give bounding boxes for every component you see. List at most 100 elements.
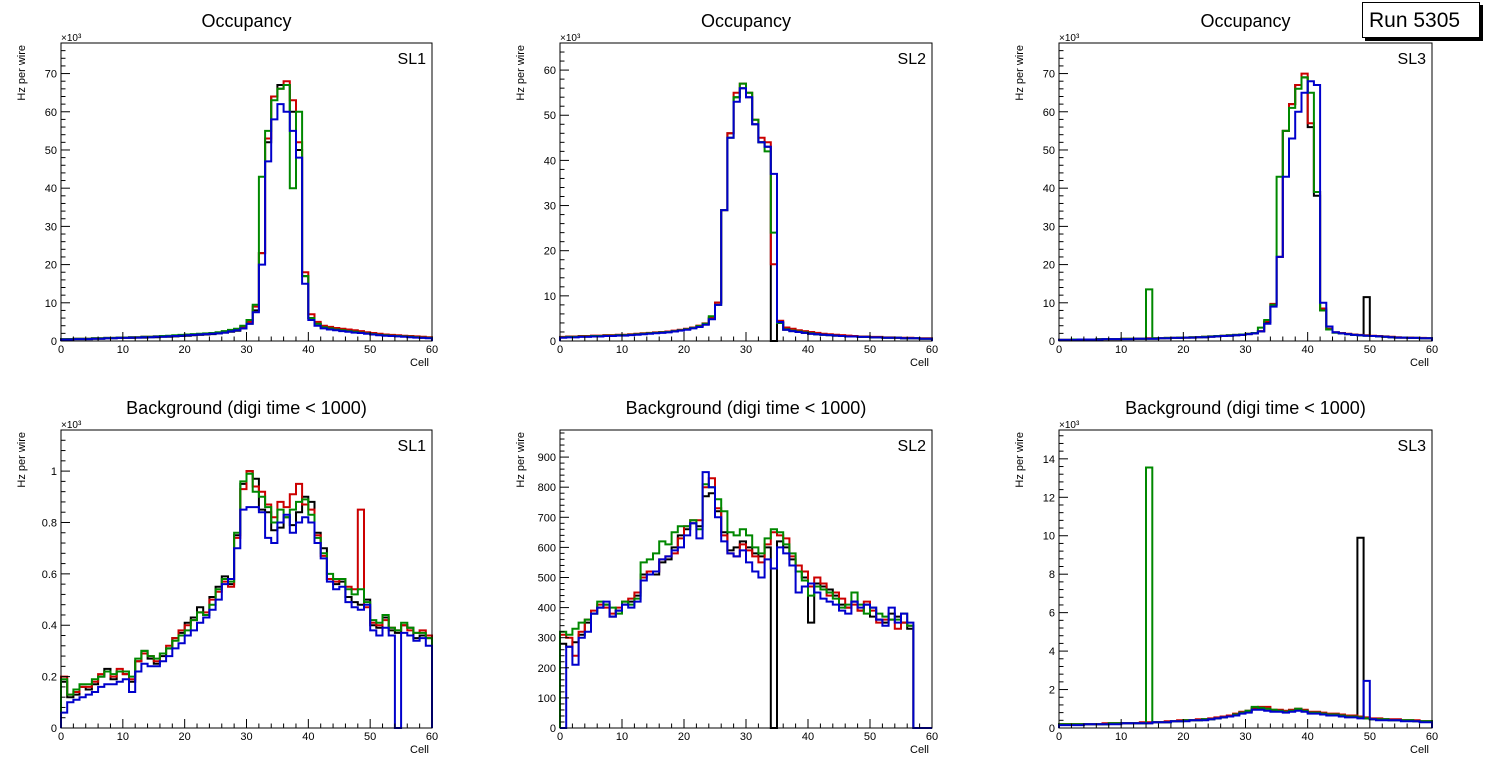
y-tick-label: 10 [45,298,57,310]
x-axis-title: Cell [410,744,429,756]
histogram-series-blue [559,87,933,341]
y-axis-title: Hz per wire [16,45,28,101]
x-tick-label: 30 [740,731,752,743]
y-tick-label: 10 [1043,531,1055,543]
y-tick-label: 70 [1043,69,1055,81]
histogram-panel-bkg-sl2: Background (digi time < 1000) 0 10 20 30 40 50… [515,398,938,756]
x-tick-label: 20 [1177,731,1189,743]
x-axis-title: Cell [1410,744,1429,756]
y-tick-label: 50 [45,145,57,157]
chart-title: Background (digi time < 1000) [126,398,367,418]
x-tick-label: 40 [1302,344,1314,356]
x-tick-label: 50 [864,344,876,356]
x-tick-label: 0 [557,344,563,356]
chart-title: Occupancy [701,11,791,31]
histogram-series-blue [1058,80,1433,341]
superlayer-label: SL2 [898,438,927,455]
histogram-panel-occ-sl2: Occupancy 0 10 20 30 40 50 60 0 10 20 30 40 50 60 ×10³ C… [515,11,938,369]
histogram-series-blue [60,506,433,729]
y-tick-label: 2 [1049,685,1055,697]
histogram-series-green [559,483,932,729]
x-tick-label: 30 [240,344,252,356]
y-tick-label: 900 [538,452,556,464]
histogram-series-black [60,84,433,341]
histogram-series-green [559,82,933,341]
y-tick-label: 0.4 [42,620,57,632]
y-tick-label: 0.2 [42,672,57,684]
chart-title: Background (digi time < 1000) [1125,398,1366,418]
histogram-series-green [1058,466,1433,728]
x-axis-title: Cell [910,357,929,369]
x-tick-label: 0 [58,731,64,743]
y-tick-label: 1 [51,466,57,478]
y-tick-label: 30 [45,221,57,233]
y-tick-label: 4 [1049,646,1055,658]
y-tick-label: 6 [1049,608,1055,620]
y-tick-label: 40 [544,155,556,167]
x-tick-label: 0 [1056,731,1062,743]
x-tick-label: 20 [678,344,690,356]
y-tick-label: 20 [45,260,57,272]
y-axis-title: Hz per wire [16,432,28,488]
x-tick-label: 60 [1426,731,1438,743]
y-axis-exponent: ×10³ [61,420,82,431]
x-tick-label: 10 [616,731,628,743]
x-tick-label: 30 [1239,731,1251,743]
x-tick-label: 10 [117,731,129,743]
histogram-panel-occ-sl3: Occupancy 0 10 20 30 40 50 60 0 10 20 30 40 50 60 70 ×10… [1014,11,1438,369]
x-tick-label: 10 [1115,731,1127,743]
x-tick-label: 60 [926,344,938,356]
x-tick-label: 50 [364,344,376,356]
y-tick-label: 14 [1043,454,1055,466]
y-tick-label: 40 [1043,183,1055,195]
y-tick-label: 20 [544,246,556,258]
superlayer-label: SL3 [1398,438,1427,455]
y-tick-label: 60 [45,107,57,119]
y-tick-label: 60 [544,65,556,77]
y-tick-label: 500 [538,572,556,584]
y-axis-exponent: ×10³ [1059,33,1080,44]
histogram-series-black [559,87,933,342]
y-tick-label: 700 [538,512,556,524]
x-tick-label: 20 [1177,344,1189,356]
x-tick-label: 30 [1239,344,1251,356]
y-tick-label: 20 [1043,260,1055,272]
x-tick-label: 30 [240,731,252,743]
chart-title: Occupancy [1200,11,1290,31]
x-tick-label: 40 [302,344,314,356]
plot-frame [1058,42,1433,342]
y-tick-label: 40 [45,183,57,195]
y-tick-label: 10 [1043,298,1055,310]
histogram-series-blue [60,103,433,341]
y-tick-label: 60 [1043,107,1055,119]
y-tick-label: 50 [1043,145,1055,157]
superlayer-label: SL3 [1398,51,1427,68]
x-tick-label: 50 [1364,731,1376,743]
histogram-panel-bkg-sl1: Background (digi time < 1000)0 10 20 30 40 50… [16,398,438,756]
y-tick-label: 30 [544,201,556,213]
y-tick-label: 300 [538,633,556,645]
y-tick-label: 70 [45,69,57,81]
histogram-series-black [1058,536,1433,728]
y-axis-title: Hz per wire [515,432,527,488]
y-tick-label: 0.6 [42,569,57,581]
x-tick-label: 10 [1115,344,1127,356]
x-tick-label: 50 [864,731,876,743]
x-axis-title: Cell [410,357,429,369]
y-tick-label: 200 [538,663,556,675]
y-tick-label: 8 [1049,569,1055,581]
run-number-label: Run 5305 [1362,2,1480,38]
x-tick-label: 20 [678,731,690,743]
y-tick-label: 0.8 [42,517,57,529]
x-tick-label: 10 [117,344,129,356]
histogram-series-red [1058,72,1433,341]
histogram-series-red [559,82,933,341]
x-tick-label: 50 [1364,344,1376,356]
plot-frame [60,42,433,342]
x-tick-label: 60 [426,344,438,356]
y-tick-label: 12 [1043,492,1055,504]
x-tick-label: 30 [740,344,752,356]
x-tick-label: 0 [58,344,64,356]
y-axis-exponent: ×10³ [61,33,82,44]
